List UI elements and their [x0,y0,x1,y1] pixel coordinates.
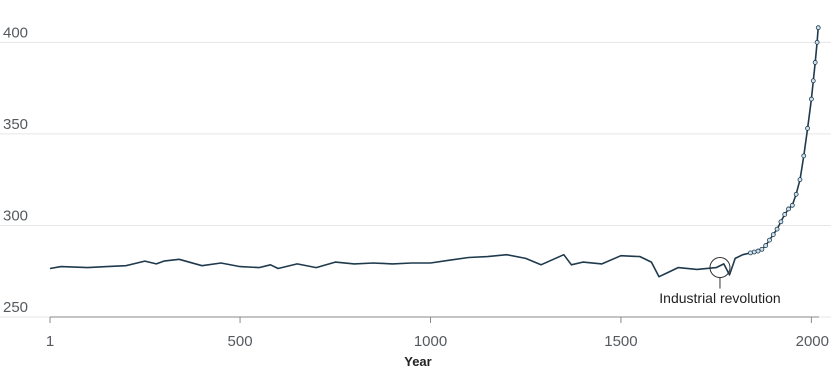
series-point [797,177,803,183]
series-point [748,250,753,256]
series-point [793,191,799,197]
series-point [808,96,814,102]
y-tick-label: 300 [3,207,28,224]
series-markers [748,25,821,256]
series-point [751,249,757,255]
series-line [49,27,819,278]
y-axis-ticks: 250 300 350 400 [3,24,28,316]
series-point [801,153,807,159]
series-point [805,125,810,131]
x-tick-label: 2000 [796,333,829,350]
series-point [774,226,780,232]
series-point [782,212,788,217]
gridlines [0,41,831,318]
series-point [810,78,816,84]
x-axis-label: Year [404,354,431,369]
y-tick-label: 400 [3,24,28,41]
x-tick-label: 1 [46,333,54,350]
series-point [814,39,820,45]
x-tick-label: 1000 [414,333,447,350]
series-point [767,237,772,243]
annotations: Industrial revolution [659,257,781,306]
series-point [812,60,818,65]
x-tick-label: 500 [228,333,253,350]
x-tick-label: 1500 [604,333,637,350]
series-point [763,243,769,248]
y-tick-label: 350 [3,116,28,133]
series-point [815,25,821,31]
series-point [759,246,765,252]
series-point [755,248,761,254]
x-axis-ticks: 1 500 1000 1500 2000 [46,317,829,350]
annotation-label: Industrial revolution [659,290,780,306]
series-point [789,202,795,208]
series-point [770,232,776,237]
y-tick-label: 250 [3,299,28,316]
series-point [778,219,784,225]
series-point [786,206,791,212]
